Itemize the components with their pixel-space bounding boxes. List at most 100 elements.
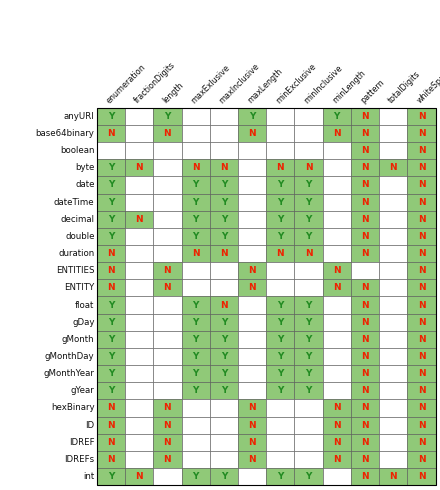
FancyBboxPatch shape — [407, 348, 436, 365]
FancyBboxPatch shape — [153, 211, 181, 228]
Text: maxInclusive: maxInclusive — [217, 62, 261, 105]
Text: N: N — [361, 129, 369, 138]
FancyBboxPatch shape — [210, 331, 238, 348]
FancyBboxPatch shape — [323, 125, 351, 142]
FancyBboxPatch shape — [379, 262, 407, 279]
Text: N: N — [361, 455, 369, 464]
FancyBboxPatch shape — [210, 211, 238, 228]
FancyBboxPatch shape — [181, 416, 210, 434]
Text: N: N — [107, 283, 115, 293]
Text: dateTime: dateTime — [54, 197, 95, 207]
Text: Y: Y — [108, 215, 114, 224]
Text: N: N — [192, 163, 199, 172]
FancyBboxPatch shape — [125, 348, 153, 365]
Text: N: N — [361, 249, 369, 258]
Text: N: N — [107, 403, 115, 413]
FancyBboxPatch shape — [323, 382, 351, 399]
Text: Y: Y — [221, 352, 227, 361]
Text: N: N — [220, 249, 227, 258]
FancyBboxPatch shape — [125, 434, 153, 451]
Text: Y: Y — [108, 197, 114, 207]
FancyBboxPatch shape — [238, 314, 266, 331]
FancyBboxPatch shape — [379, 314, 407, 331]
FancyBboxPatch shape — [153, 416, 181, 434]
FancyBboxPatch shape — [407, 365, 436, 382]
Text: Y: Y — [305, 232, 312, 241]
Text: N: N — [361, 318, 369, 327]
FancyBboxPatch shape — [97, 108, 125, 125]
FancyBboxPatch shape — [97, 142, 125, 159]
FancyBboxPatch shape — [153, 451, 181, 468]
FancyBboxPatch shape — [351, 416, 379, 434]
Text: minExclusive: minExclusive — [274, 62, 318, 105]
FancyBboxPatch shape — [266, 125, 294, 142]
FancyBboxPatch shape — [125, 468, 153, 485]
FancyBboxPatch shape — [153, 245, 181, 262]
FancyBboxPatch shape — [210, 262, 238, 279]
FancyBboxPatch shape — [125, 159, 153, 176]
FancyBboxPatch shape — [238, 296, 266, 314]
FancyBboxPatch shape — [294, 468, 323, 485]
FancyBboxPatch shape — [266, 399, 294, 416]
FancyBboxPatch shape — [407, 416, 436, 434]
FancyBboxPatch shape — [407, 125, 436, 142]
FancyBboxPatch shape — [294, 416, 323, 434]
FancyBboxPatch shape — [153, 348, 181, 365]
Text: Y: Y — [305, 352, 312, 361]
Text: N: N — [333, 266, 341, 275]
Text: Y: Y — [277, 352, 283, 361]
Text: N: N — [361, 369, 369, 378]
FancyBboxPatch shape — [181, 382, 210, 399]
FancyBboxPatch shape — [97, 211, 125, 228]
Text: N: N — [361, 197, 369, 207]
FancyBboxPatch shape — [351, 331, 379, 348]
Text: Y: Y — [108, 386, 114, 395]
FancyBboxPatch shape — [125, 194, 153, 211]
Text: N: N — [164, 420, 171, 430]
Text: N: N — [333, 283, 341, 293]
Text: enumeration: enumeration — [105, 62, 147, 105]
FancyBboxPatch shape — [181, 365, 210, 382]
FancyBboxPatch shape — [266, 296, 294, 314]
FancyBboxPatch shape — [97, 416, 125, 434]
Text: N: N — [361, 112, 369, 121]
FancyBboxPatch shape — [407, 451, 436, 468]
Text: N: N — [107, 438, 115, 447]
FancyBboxPatch shape — [125, 211, 153, 228]
FancyBboxPatch shape — [97, 468, 125, 485]
FancyBboxPatch shape — [407, 194, 436, 211]
FancyBboxPatch shape — [379, 245, 407, 262]
FancyBboxPatch shape — [210, 296, 238, 314]
FancyBboxPatch shape — [125, 296, 153, 314]
Text: N: N — [107, 249, 115, 258]
FancyBboxPatch shape — [153, 399, 181, 416]
FancyBboxPatch shape — [125, 451, 153, 468]
FancyBboxPatch shape — [379, 331, 407, 348]
FancyBboxPatch shape — [351, 399, 379, 416]
Text: date: date — [75, 180, 95, 190]
FancyBboxPatch shape — [266, 434, 294, 451]
Text: gMonthDay: gMonthDay — [45, 352, 95, 361]
FancyBboxPatch shape — [266, 176, 294, 194]
Text: N: N — [418, 472, 425, 481]
Text: Y: Y — [277, 232, 283, 241]
Text: N: N — [136, 472, 143, 481]
FancyBboxPatch shape — [294, 296, 323, 314]
Text: N: N — [418, 283, 425, 293]
FancyBboxPatch shape — [153, 279, 181, 296]
Text: N: N — [164, 403, 171, 413]
Text: Y: Y — [108, 163, 114, 172]
FancyBboxPatch shape — [294, 262, 323, 279]
FancyBboxPatch shape — [238, 451, 266, 468]
Text: Y: Y — [108, 318, 114, 327]
Text: Y: Y — [108, 335, 114, 344]
Text: N: N — [418, 232, 425, 241]
Text: N: N — [333, 403, 341, 413]
Text: N: N — [361, 352, 369, 361]
FancyBboxPatch shape — [153, 194, 181, 211]
Text: N: N — [361, 215, 369, 224]
FancyBboxPatch shape — [379, 159, 407, 176]
FancyBboxPatch shape — [323, 331, 351, 348]
Text: N: N — [107, 455, 115, 464]
FancyBboxPatch shape — [125, 416, 153, 434]
